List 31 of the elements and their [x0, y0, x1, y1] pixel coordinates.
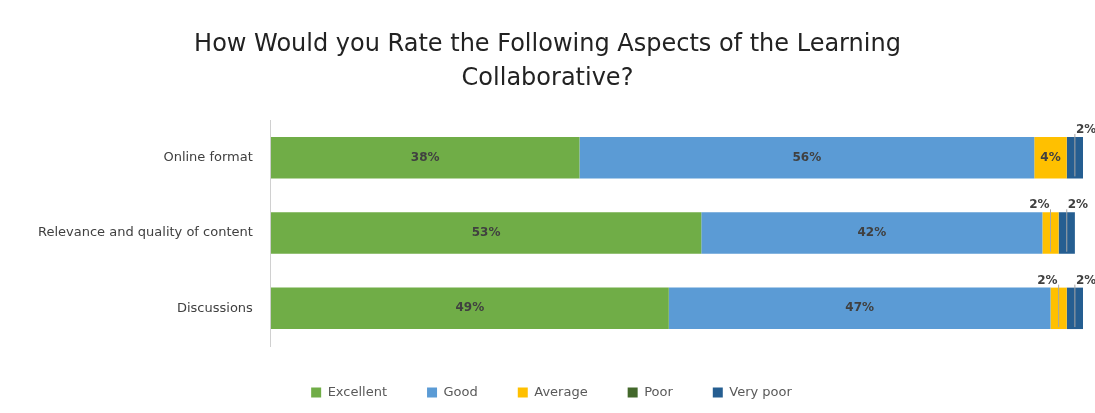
data-label: 38%: [410, 149, 440, 164]
legend-label: Good: [443, 383, 478, 399]
bar: [1050, 287, 1067, 330]
bar: [579, 136, 1035, 179]
data-label: 2%: [1029, 197, 1050, 212]
data-label: 42%: [857, 225, 887, 240]
data-label: 2%: [1075, 272, 1095, 287]
data-label: 2%: [1037, 272, 1058, 287]
data-label: 2%: [1067, 197, 1089, 212]
y-tick-label: Relevance and quality of content: [37, 224, 253, 240]
legend-label: Very poor: [729, 383, 793, 399]
bar: [270, 287, 669, 330]
data-label: 2%: [1075, 122, 1095, 137]
data-label: 53%: [471, 225, 501, 240]
data-label: 47%: [845, 300, 875, 315]
bar: [701, 212, 1043, 254]
data-label: 4%: [1040, 149, 1061, 164]
bar: [270, 212, 702, 254]
y-tick-label: Discussions: [176, 299, 254, 315]
chart-title: How Would you Rate the Following Aspects of the Learning Collaborative?: [193, 28, 902, 93]
legend-label: Poor: [644, 383, 674, 399]
legend-label: Excellent: [327, 383, 388, 399]
data-label: 56%: [792, 149, 822, 164]
data-label: 49%: [455, 300, 485, 315]
bar: [270, 136, 580, 179]
y-tick-label: Online format: [163, 149, 253, 165]
bar: [668, 287, 1051, 330]
legend-label: Average: [534, 383, 588, 399]
bar: [1034, 136, 1067, 179]
bar: [1058, 212, 1075, 254]
bar: [1042, 212, 1059, 254]
